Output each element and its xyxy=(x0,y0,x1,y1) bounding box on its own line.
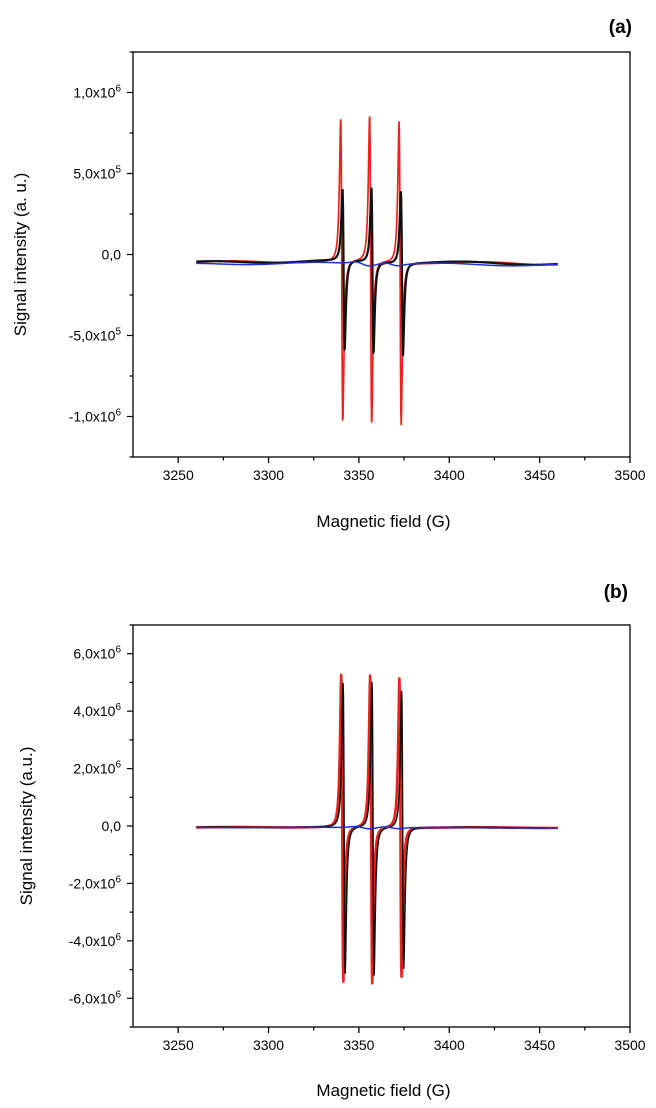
y-tick-label: 5,0x105 xyxy=(73,165,121,182)
y-tick-label: -4,0x106 xyxy=(69,932,122,949)
x-tick-label: 3400 xyxy=(434,1037,465,1053)
panel-label: (a) xyxy=(609,17,632,38)
x-axis-title: Magnetic field (G) xyxy=(316,512,450,531)
y-tick-label: 0,0 xyxy=(102,247,122,263)
y-tick-label: 6,0x106 xyxy=(73,645,121,662)
chart-panel-1: (a) 3250 3300 3350 3400 3450 3500 1,0x106 5,0x10… xyxy=(11,17,646,531)
x-tick-label: 3300 xyxy=(253,1037,284,1053)
y-tick-label: -6,0x106 xyxy=(69,989,122,1006)
plot-frame xyxy=(132,51,631,458)
x-tick-label: 3450 xyxy=(524,467,555,483)
x-tick-label: 3250 xyxy=(163,1037,194,1053)
chart-panel-2: (b) 3250 3300 3350 3400 3450 3500 6,0x106 4,0x10… xyxy=(17,582,646,1100)
y-tick-label: 0,0 xyxy=(102,818,122,834)
x-axis-title: Magnetic field (G) xyxy=(316,1081,450,1100)
x-tick-label: 3350 xyxy=(343,467,374,483)
panel-label: (b) xyxy=(604,582,628,603)
x-tick-label: 3450 xyxy=(524,1037,555,1053)
y-tick-label: -2,0x106 xyxy=(69,874,122,891)
x-tick-label: 3500 xyxy=(614,467,645,483)
series-line-3 xyxy=(195,825,559,830)
y-tick-label: -1,0x106 xyxy=(69,408,122,425)
y-tick-label: 2,0x106 xyxy=(73,760,121,777)
x-tick-label: 3400 xyxy=(434,467,465,483)
y-tick-label: 4,0x106 xyxy=(73,702,121,719)
series-line-1 xyxy=(195,673,559,985)
y-axis-title: Signal intensity (a. u.) xyxy=(11,173,30,336)
x-tick-label: 3250 xyxy=(163,467,194,483)
y-tick-label: 1,0x106 xyxy=(73,84,121,101)
series-line-2 xyxy=(195,187,559,357)
x-tick-label: 3350 xyxy=(343,1037,374,1053)
x-tick-label: 3500 xyxy=(614,1037,645,1053)
y-tick-label: -5,0x105 xyxy=(69,327,122,344)
y-axis-title: Signal intensity (a.u.) xyxy=(17,747,36,906)
series-line-3 xyxy=(195,261,559,267)
x-tick-label: 3300 xyxy=(253,467,284,483)
